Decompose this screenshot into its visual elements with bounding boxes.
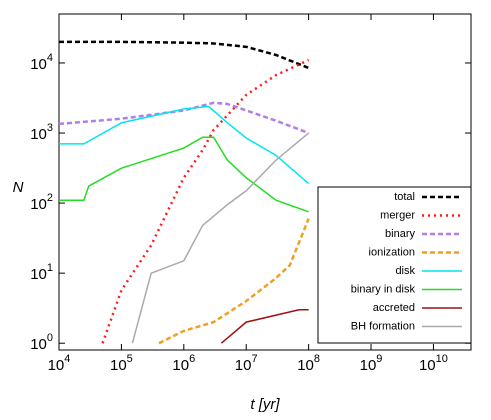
legend-label: ionization [369,246,415,258]
legend-label: disk [395,265,415,277]
legend-label: total [394,191,415,203]
legend: total merger binary ionization disk binary in… [317,186,472,344]
legend-label: merger [380,209,415,221]
series-line [131,132,310,344]
series-line [101,58,310,344]
y-axis-label: N [13,179,24,196]
x-tick-label: 107 [235,353,258,374]
y-tick-label: 104 [30,52,53,73]
series-line [59,105,310,185]
y-tick-label: 100 [30,332,53,353]
x-tick-label: 1010 [419,353,448,374]
x-tick-label: 109 [360,353,383,374]
legend-label: BH formation [351,320,415,332]
legend-label: binary [385,228,415,240]
x-tick-label: 106 [172,353,195,374]
y-tick-label: 101 [30,262,53,283]
series-line [158,218,310,345]
series-line [59,40,310,70]
legend-box [317,186,472,344]
series-line [59,136,309,213]
series-line [58,101,310,135]
x-tick-label: 105 [110,353,133,374]
legend-label: accreted [373,302,415,314]
x-tick-label: 104 [48,353,71,374]
y-tick-label: 103 [30,122,53,143]
legend-label: binary in disk [351,283,416,295]
y-tick-label: 102 [30,192,53,213]
x-tick-label: 108 [297,353,320,374]
series-line [220,309,309,344]
x-axis-label: t [yr] [250,396,280,413]
plot-frame [58,13,472,351]
